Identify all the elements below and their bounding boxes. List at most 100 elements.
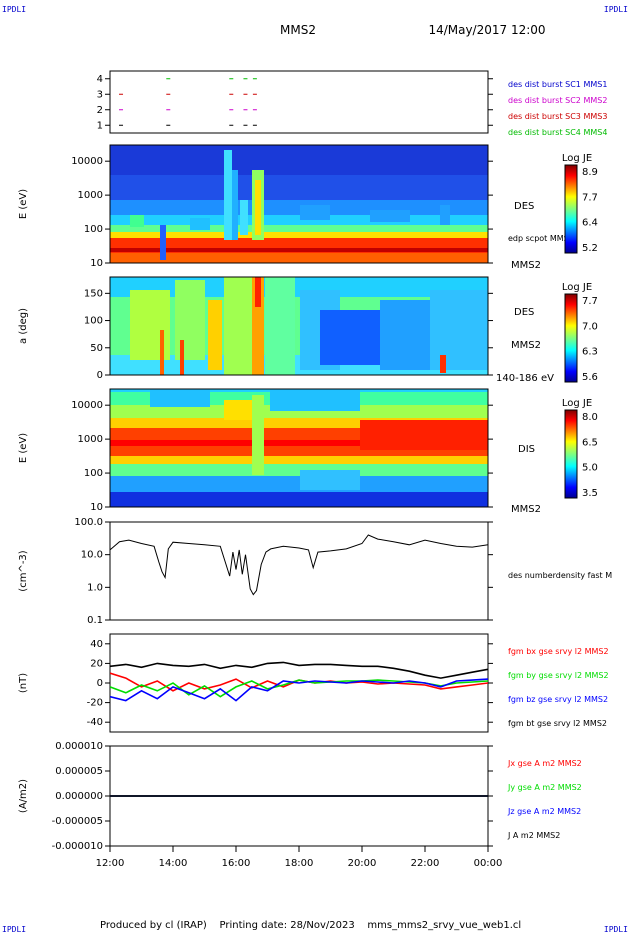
- ytick-label: -40: [87, 717, 103, 728]
- density-frame: [109, 521, 489, 621]
- dis-energy-sc-label: MMS2: [511, 504, 541, 515]
- burst-flags-yticks: 1 2 3 4: [97, 74, 493, 131]
- ytick-label: -20: [87, 698, 103, 709]
- colorbar-tick-label: 5.2: [582, 243, 598, 254]
- magnetic-field-line: [110, 678, 488, 702]
- burst-legend-entry: des dist burst SC1 MMS1: [508, 80, 607, 89]
- ytick-label: 10000: [71, 400, 103, 411]
- dis-energy-colorbar: Log JE 8.0 6.5 5.0 3.5: [562, 398, 598, 499]
- des-energy-sc-label: MMS2: [511, 260, 541, 271]
- magnetic-field-legend-entry: fgm by gse srvy l2 MMS2: [508, 671, 609, 680]
- current-density-legend: Jx gse A m2 MMS2 Jy gse A m2 MMS2 Jz gse A…: [507, 759, 582, 840]
- current-density-legend-entry: Jz gse A m2 MMS2: [507, 807, 581, 816]
- ytick-label: 1000: [78, 190, 103, 201]
- ytick-label: 10000: [71, 156, 103, 167]
- ytick-label: 0: [97, 678, 103, 689]
- des-pitch-colorbar: Log JE 7.7 7.0 6.3 5.6: [562, 282, 598, 383]
- density-line: [110, 534, 488, 596]
- burst-legend-entry: des dist burst SC2 MMS2: [508, 96, 607, 105]
- colorbar-tick-label: 5.0: [582, 463, 598, 474]
- ytick-label: 1: [97, 120, 103, 131]
- des-pitch-ylabel: a (deg): [18, 308, 29, 344]
- density-series-label: des numberdensity fast M: [508, 571, 612, 580]
- colorbar-tick-label: 7.7: [582, 192, 598, 203]
- dis-energy-heatmap: [110, 389, 488, 507]
- magnetic-field-legend-entry: fgm bx gse srvy l2 MMS2: [508, 647, 609, 656]
- burst-flags-legend: des dist burst SC1 MMS1 des dist burst SC…: [508, 80, 607, 137]
- colorbar-title: Log JE: [562, 153, 592, 164]
- des-energy-heatmap: [110, 145, 488, 263]
- ytick-label: 100: [84, 316, 103, 327]
- magnetic-field-legend-entry: fgm bz gse srvy l2 MMS2: [508, 695, 608, 704]
- ytick-label: 2: [97, 105, 103, 116]
- ytick-label: 40: [90, 639, 103, 650]
- ytick-label: 100.0: [74, 517, 103, 528]
- ytick-label: 100: [84, 468, 103, 479]
- time-tick-label: 16:00: [222, 858, 251, 869]
- corner-label-bottom-right: IPDLI: [604, 925, 628, 934]
- datetime-title: 14/May/2017 12:00: [428, 23, 545, 37]
- magnetic-field-ylabel: (nT): [18, 673, 29, 693]
- density-panel: 100.0 10.0 1.0 0.1 (cm^-3) des numberdensit…: [18, 517, 612, 626]
- density-lines: [110, 534, 488, 596]
- ytick-label: 50: [90, 343, 103, 354]
- footer-credit: Produced by cl (IRAP) Printing date: 28/…: [100, 920, 521, 931]
- time-tick-label: 20:00: [348, 858, 377, 869]
- ytick-label: 3: [97, 89, 103, 100]
- ytick-label: 10: [90, 502, 103, 513]
- des-pitch-heatmap: [110, 277, 488, 375]
- magnetic-field-legend: fgm bx gse srvy l2 MMS2 fgm by gse srvy l…: [508, 647, 609, 728]
- ytick-label: 1.0: [87, 582, 103, 593]
- des-energy-overlay-label: edp scpot MMS2: [508, 234, 574, 243]
- des-pitch-frame: [109, 276, 489, 376]
- ytick-label: 100: [84, 224, 103, 235]
- des-energy-panel: 10 100 1000 10000 E (eV) DES edp scpot MMS2…: [18, 144, 598, 271]
- ytick-label: 150: [84, 288, 103, 299]
- current-density-panel: 0.000010 0.000005 0.000000 -0.000005 -0.0000…: [18, 741, 582, 852]
- ytick-label: 20: [90, 658, 103, 669]
- des-energy-yticks: 10 100 1000 10000: [71, 156, 493, 269]
- colorbar-tick-label: 5.6: [582, 372, 598, 383]
- dis-energy-frame: [109, 388, 489, 508]
- colorbar-tick-label: 7.7: [582, 296, 598, 307]
- current-density-legend-entry: Jy gse A m2 MMS2: [507, 783, 582, 792]
- dis-energy-ylabel: E (eV): [18, 433, 29, 463]
- time-tick-label: 14:00: [159, 858, 188, 869]
- des-energy-colorbar: Log JE 8.9 7.7 6.4 5.2: [562, 153, 598, 254]
- colorbar-tick-label: 6.4: [582, 218, 598, 229]
- colorbar-tick-label: 3.5: [582, 488, 598, 499]
- des-energy-frame: [109, 144, 489, 264]
- current-density-legend-entry: Jx gse A m2 MMS2: [507, 759, 582, 768]
- current-density-ylabel: (A/m2): [18, 779, 29, 813]
- ytick-label: 10: [90, 258, 103, 269]
- magnetic-field-panel: 40 20 0 -20 -40 (nT) fgm bx gse srvy l2 MMS2…: [18, 633, 609, 733]
- ytick-label: 1000: [78, 434, 103, 445]
- corner-label-bottom-left: IPDLI: [2, 925, 26, 934]
- ytick-label: 0: [97, 370, 103, 381]
- time-tick-label: 12:00: [96, 858, 125, 869]
- colorbar-tick-label: 6.3: [582, 347, 598, 358]
- colorbar-title: Log JE: [562, 282, 592, 293]
- density-yticks: 100.0 10.0 1.0 0.1: [74, 517, 493, 626]
- des-pitch-yticks: 0 50 100 150: [84, 288, 493, 381]
- magnetic-field-line: [110, 661, 488, 679]
- colorbar-gradient: [564, 293, 578, 383]
- colorbar-tick-label: 7.0: [582, 321, 598, 332]
- dis-energy-yticks: 10 100 1000 10000: [71, 400, 493, 513]
- dis-energy-panel: 10 100 1000 10000 E (eV) DIS MMS2 Log JE 8.0…: [18, 388, 598, 515]
- magnetic-field-yticks: 40 20 0 -20 -40: [87, 639, 493, 728]
- colorbar-tick-label: 8.0: [582, 412, 598, 423]
- ytick-label: -0.000010: [52, 841, 103, 852]
- burst-flags-frame: [109, 70, 489, 134]
- current-density-legend-entry: J A m2 MMS2: [507, 831, 560, 840]
- time-tick-label: 22:00: [411, 858, 440, 869]
- colorbar-tick-label: 6.5: [582, 437, 598, 448]
- magnetic-field-lines: [110, 661, 488, 702]
- corner-label-top-right: IPDLI: [604, 5, 628, 14]
- des-pitch-energy-range: 140-186 eV: [496, 373, 554, 384]
- density-ylabel: (cm^-3): [18, 550, 29, 591]
- ytick-label: 0.000000: [55, 791, 103, 802]
- ytick-label: 0.1: [87, 615, 103, 626]
